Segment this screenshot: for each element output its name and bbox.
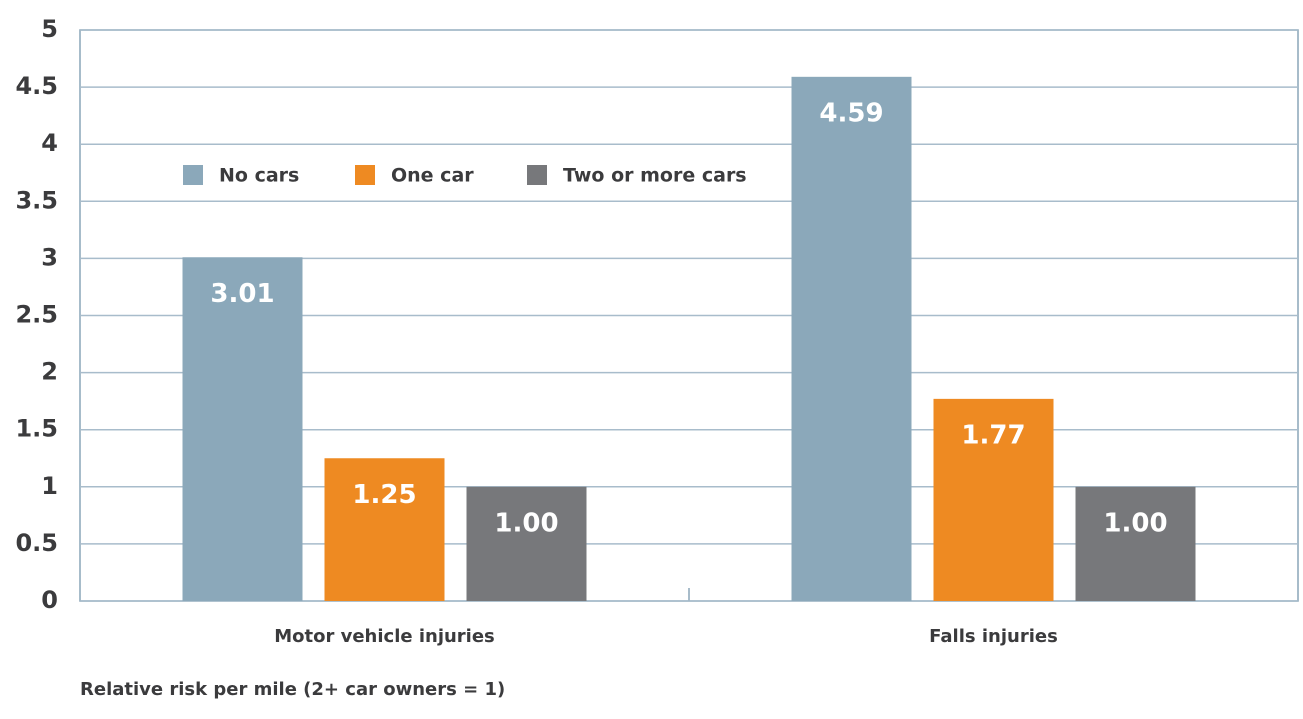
legend-label: One car: [391, 165, 474, 187]
y-tick-label: 3: [41, 243, 58, 271]
y-tick-label: 2.5: [15, 301, 58, 329]
y-tick-label: 1: [41, 472, 58, 500]
y-tick-label: 3.5: [15, 186, 58, 214]
legend-label: Two or more cars: [563, 165, 747, 187]
legend-swatch: [183, 165, 203, 185]
bar: [791, 76, 912, 601]
y-tick-label: 1.5: [15, 415, 58, 443]
value-label: 1.25: [352, 480, 416, 510]
x-tick-label: Motor vehicle injuries: [274, 626, 495, 647]
value-label: 4.59: [819, 98, 883, 128]
x-axis-label: Relative risk per mile (2+ car owners = …: [80, 679, 505, 700]
x-tick-label: Falls injuries: [929, 626, 1058, 647]
value-label: 1.00: [1103, 508, 1167, 538]
bar: [933, 398, 1054, 601]
value-label: 3.01: [210, 279, 274, 309]
y-tick-label: 4.5: [15, 72, 58, 100]
y-tick-label: 4: [41, 129, 58, 157]
legend-label: No cars: [219, 165, 299, 187]
legend-swatch: [527, 165, 547, 185]
bar: [182, 257, 303, 601]
bar: [1075, 486, 1196, 601]
value-label: 1.00: [494, 508, 558, 538]
y-tick-label: 0: [41, 586, 58, 614]
bar: [466, 486, 587, 601]
y-tick-label: 0.5: [15, 529, 58, 557]
y-tick-label: 5: [41, 15, 58, 43]
bar: [324, 458, 445, 601]
value-label: 1.77: [961, 420, 1025, 450]
legend-swatch: [355, 165, 375, 185]
y-tick-label: 2: [41, 358, 58, 386]
